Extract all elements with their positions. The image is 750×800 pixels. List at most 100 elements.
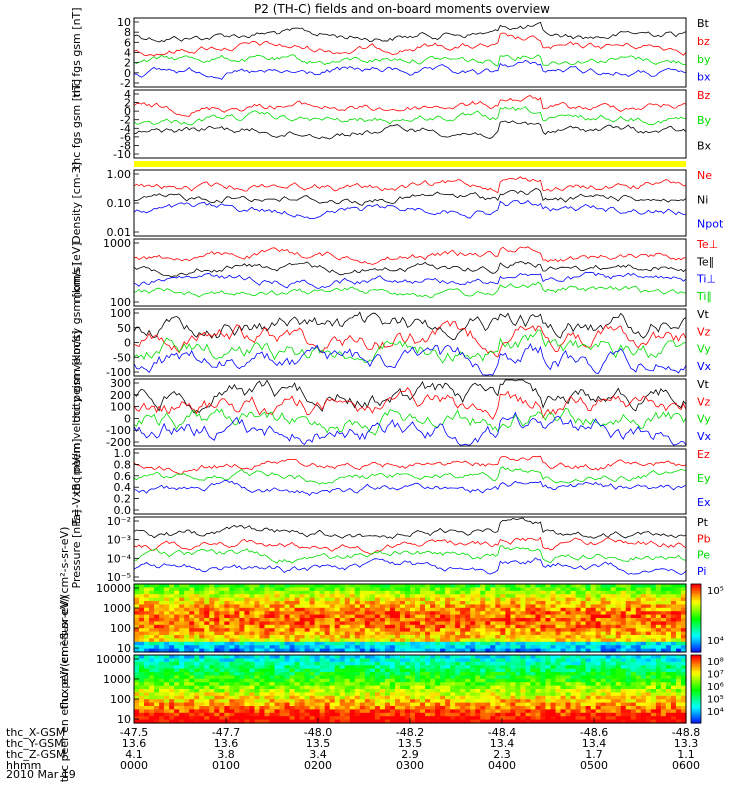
spectrogram-cell (445, 706, 451, 710)
spectrogram-cell (515, 716, 521, 721)
spectrogram-cell (535, 709, 542, 714)
spectrogram-cell (314, 692, 321, 697)
spectrogram-cell (485, 584, 491, 588)
spectrogram-cell (655, 618, 662, 622)
colorbar-swatch (691, 655, 701, 658)
spectrogram-cell (415, 695, 421, 700)
spectrogram-cell (149, 682, 155, 687)
spectrogram-cell (194, 699, 200, 704)
spectrogram-cell (249, 584, 256, 588)
spectrogram-cell (404, 590, 411, 595)
spectrogram-cell (404, 607, 411, 612)
spectrogram-cell (174, 695, 180, 700)
spectrogram-cell (379, 611, 386, 616)
spectrogram-cell (505, 682, 511, 687)
spectrogram-cell (535, 604, 542, 609)
spectrogram-cell (665, 702, 672, 707)
spectrogram-cell (580, 628, 587, 633)
spectrogram-cell (289, 689, 296, 693)
spectrogram-cell (294, 661, 301, 666)
spectrogram-cell (470, 614, 476, 619)
colorbar-swatch (691, 590, 701, 594)
spectrogram-cell (214, 601, 220, 605)
spectrogram-cell (304, 635, 311, 639)
spectrogram-cell (149, 584, 155, 588)
spectrogram-cell (404, 672, 411, 676)
spectrogram-cell (324, 594, 331, 599)
spectrogram-cell (269, 597, 276, 602)
spectrogram-cell (670, 621, 677, 626)
spectrogram-cell (344, 590, 351, 595)
spectrogram-cell (410, 699, 416, 704)
spectrogram-cell (440, 607, 446, 612)
spectrogram-cell (420, 702, 426, 707)
spectrogram-cell (199, 648, 205, 653)
spectrogram-cell (264, 719, 271, 724)
spectrogram-cell (229, 712, 235, 717)
spectrogram-cell (510, 675, 516, 680)
spectrogram-cell (650, 607, 657, 612)
y-axis-label: Pressure [nPa] (70, 510, 83, 589)
spectrogram-cell (379, 719, 386, 724)
spectrogram-cell (410, 665, 416, 670)
spectrogram-cell (645, 584, 652, 588)
spectrogram-cell (645, 685, 652, 690)
spectrogram-cell (174, 706, 180, 710)
spectrogram-cell (645, 682, 652, 687)
spectrogram-cell (199, 668, 205, 673)
spectrogram-cell (590, 597, 597, 602)
colorbar-swatch (691, 606, 701, 610)
spectrogram-cell (214, 702, 220, 707)
spectrogram-cell (625, 678, 632, 683)
spectrogram-cell (304, 706, 311, 710)
spectrogram-cell (224, 672, 230, 676)
panel-frame (133, 378, 687, 447)
spectrogram-cell (590, 695, 597, 700)
spectrogram-cell (615, 682, 622, 687)
spectrogram-cell (600, 631, 607, 636)
spectrogram-cell (214, 597, 220, 602)
spectrogram-cell (134, 590, 140, 595)
spectrogram-cell (500, 621, 506, 626)
spectrogram-cell (259, 628, 266, 633)
legend-ne: Ne (697, 169, 712, 182)
spectrogram-cell (545, 716, 552, 721)
spectrogram-cell (379, 584, 386, 588)
spectrogram-cell (279, 665, 286, 670)
spectrogram-cell (490, 604, 496, 609)
spectrogram-cell (590, 648, 597, 653)
spectrogram-cell (199, 621, 205, 626)
y-tick-label: 0 (124, 105, 131, 118)
spectrogram-cell (274, 645, 281, 650)
spectrogram-cell (394, 631, 401, 636)
spectrogram-cell (304, 618, 311, 622)
spectrogram-cell (495, 689, 501, 693)
spectrogram-cell (555, 611, 562, 616)
spectrogram-cell (259, 689, 266, 693)
spectrogram-cell (645, 699, 652, 704)
spectrogram-cell (555, 672, 562, 676)
spectrogram-cell (229, 706, 235, 710)
spectrogram-cell (610, 624, 617, 629)
spectrogram-cell (254, 709, 261, 714)
spectrogram-cell (515, 682, 521, 687)
spectrogram-cell (184, 618, 190, 622)
spectrogram-cell (324, 611, 331, 616)
spectrogram-cell (640, 641, 647, 646)
spectrogram-cell (435, 709, 441, 714)
spectrogram-cell (404, 682, 411, 687)
spectrogram-cell (585, 665, 592, 670)
spectrogram-cell (645, 661, 652, 666)
spectrogram-cell (319, 607, 326, 612)
spectrogram-cell (209, 587, 215, 592)
spectrogram-cell (580, 601, 587, 605)
spectrogram-cell (660, 672, 667, 676)
spectrogram-cell (254, 716, 261, 721)
spectrogram-cell (219, 716, 225, 721)
spectrogram-cell (635, 587, 642, 592)
spectrogram-cell (530, 621, 537, 626)
spectrogram-cell (299, 604, 306, 609)
spectrogram-cell (249, 624, 256, 629)
spectrogram-cell (194, 706, 200, 710)
spectrogram-cell (269, 709, 276, 714)
